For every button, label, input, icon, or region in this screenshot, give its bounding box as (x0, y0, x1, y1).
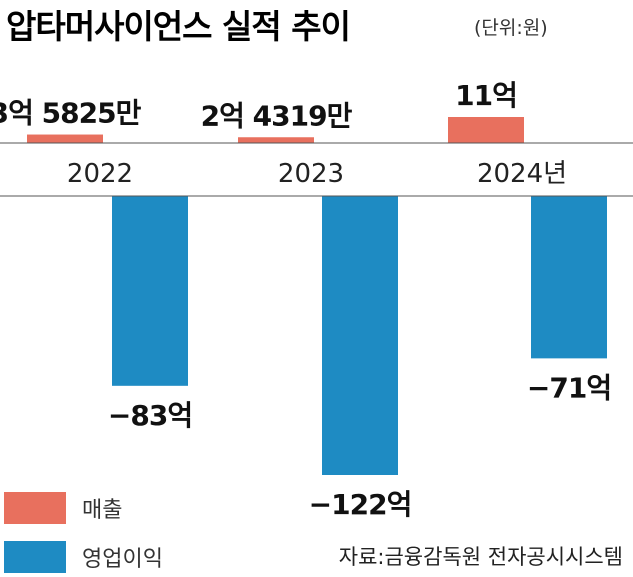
legend-profit-swatch (4, 541, 66, 573)
revenue-bar (27, 134, 103, 143)
source-note: 자료:금융감독원 전자공시시스템 (339, 545, 623, 569)
operating-profit-value-label: −83억 (108, 399, 192, 432)
legend-revenue-swatch (4, 492, 66, 524)
year-label: 2022 (67, 159, 133, 189)
legend-profit-label: 영업이익 (82, 547, 163, 572)
revenue-value-label: 2억 4319만 (201, 99, 353, 132)
revenue-bar (238, 137, 314, 143)
legend-revenue-label: 매출 (82, 498, 122, 523)
bars-layer (27, 117, 607, 475)
year-labels: 2022 2023 2024년 (67, 159, 567, 189)
operating-profit-value-label: −122억 (309, 488, 412, 521)
operating-profit-bar (322, 196, 398, 475)
year-label: 2024년 (477, 159, 567, 189)
revenue-value-label: 11억 (455, 79, 517, 112)
revenue-bar (448, 117, 524, 143)
operating-profit-bar (531, 196, 607, 359)
chart-title: 압타머사이언스 실적 추이 (6, 7, 350, 46)
operating-profit-bar (112, 196, 188, 386)
unit-label: (단위:원) (474, 17, 548, 39)
operating-profit-value-label: −71억 (527, 371, 611, 404)
revenue-value-label: 3억 5825만 (0, 97, 142, 130)
value-labels: 3억 5825만 −83억 2억 4319만 −122억 11억 −71억 (0, 79, 612, 521)
year-label: 2023 (278, 159, 344, 189)
